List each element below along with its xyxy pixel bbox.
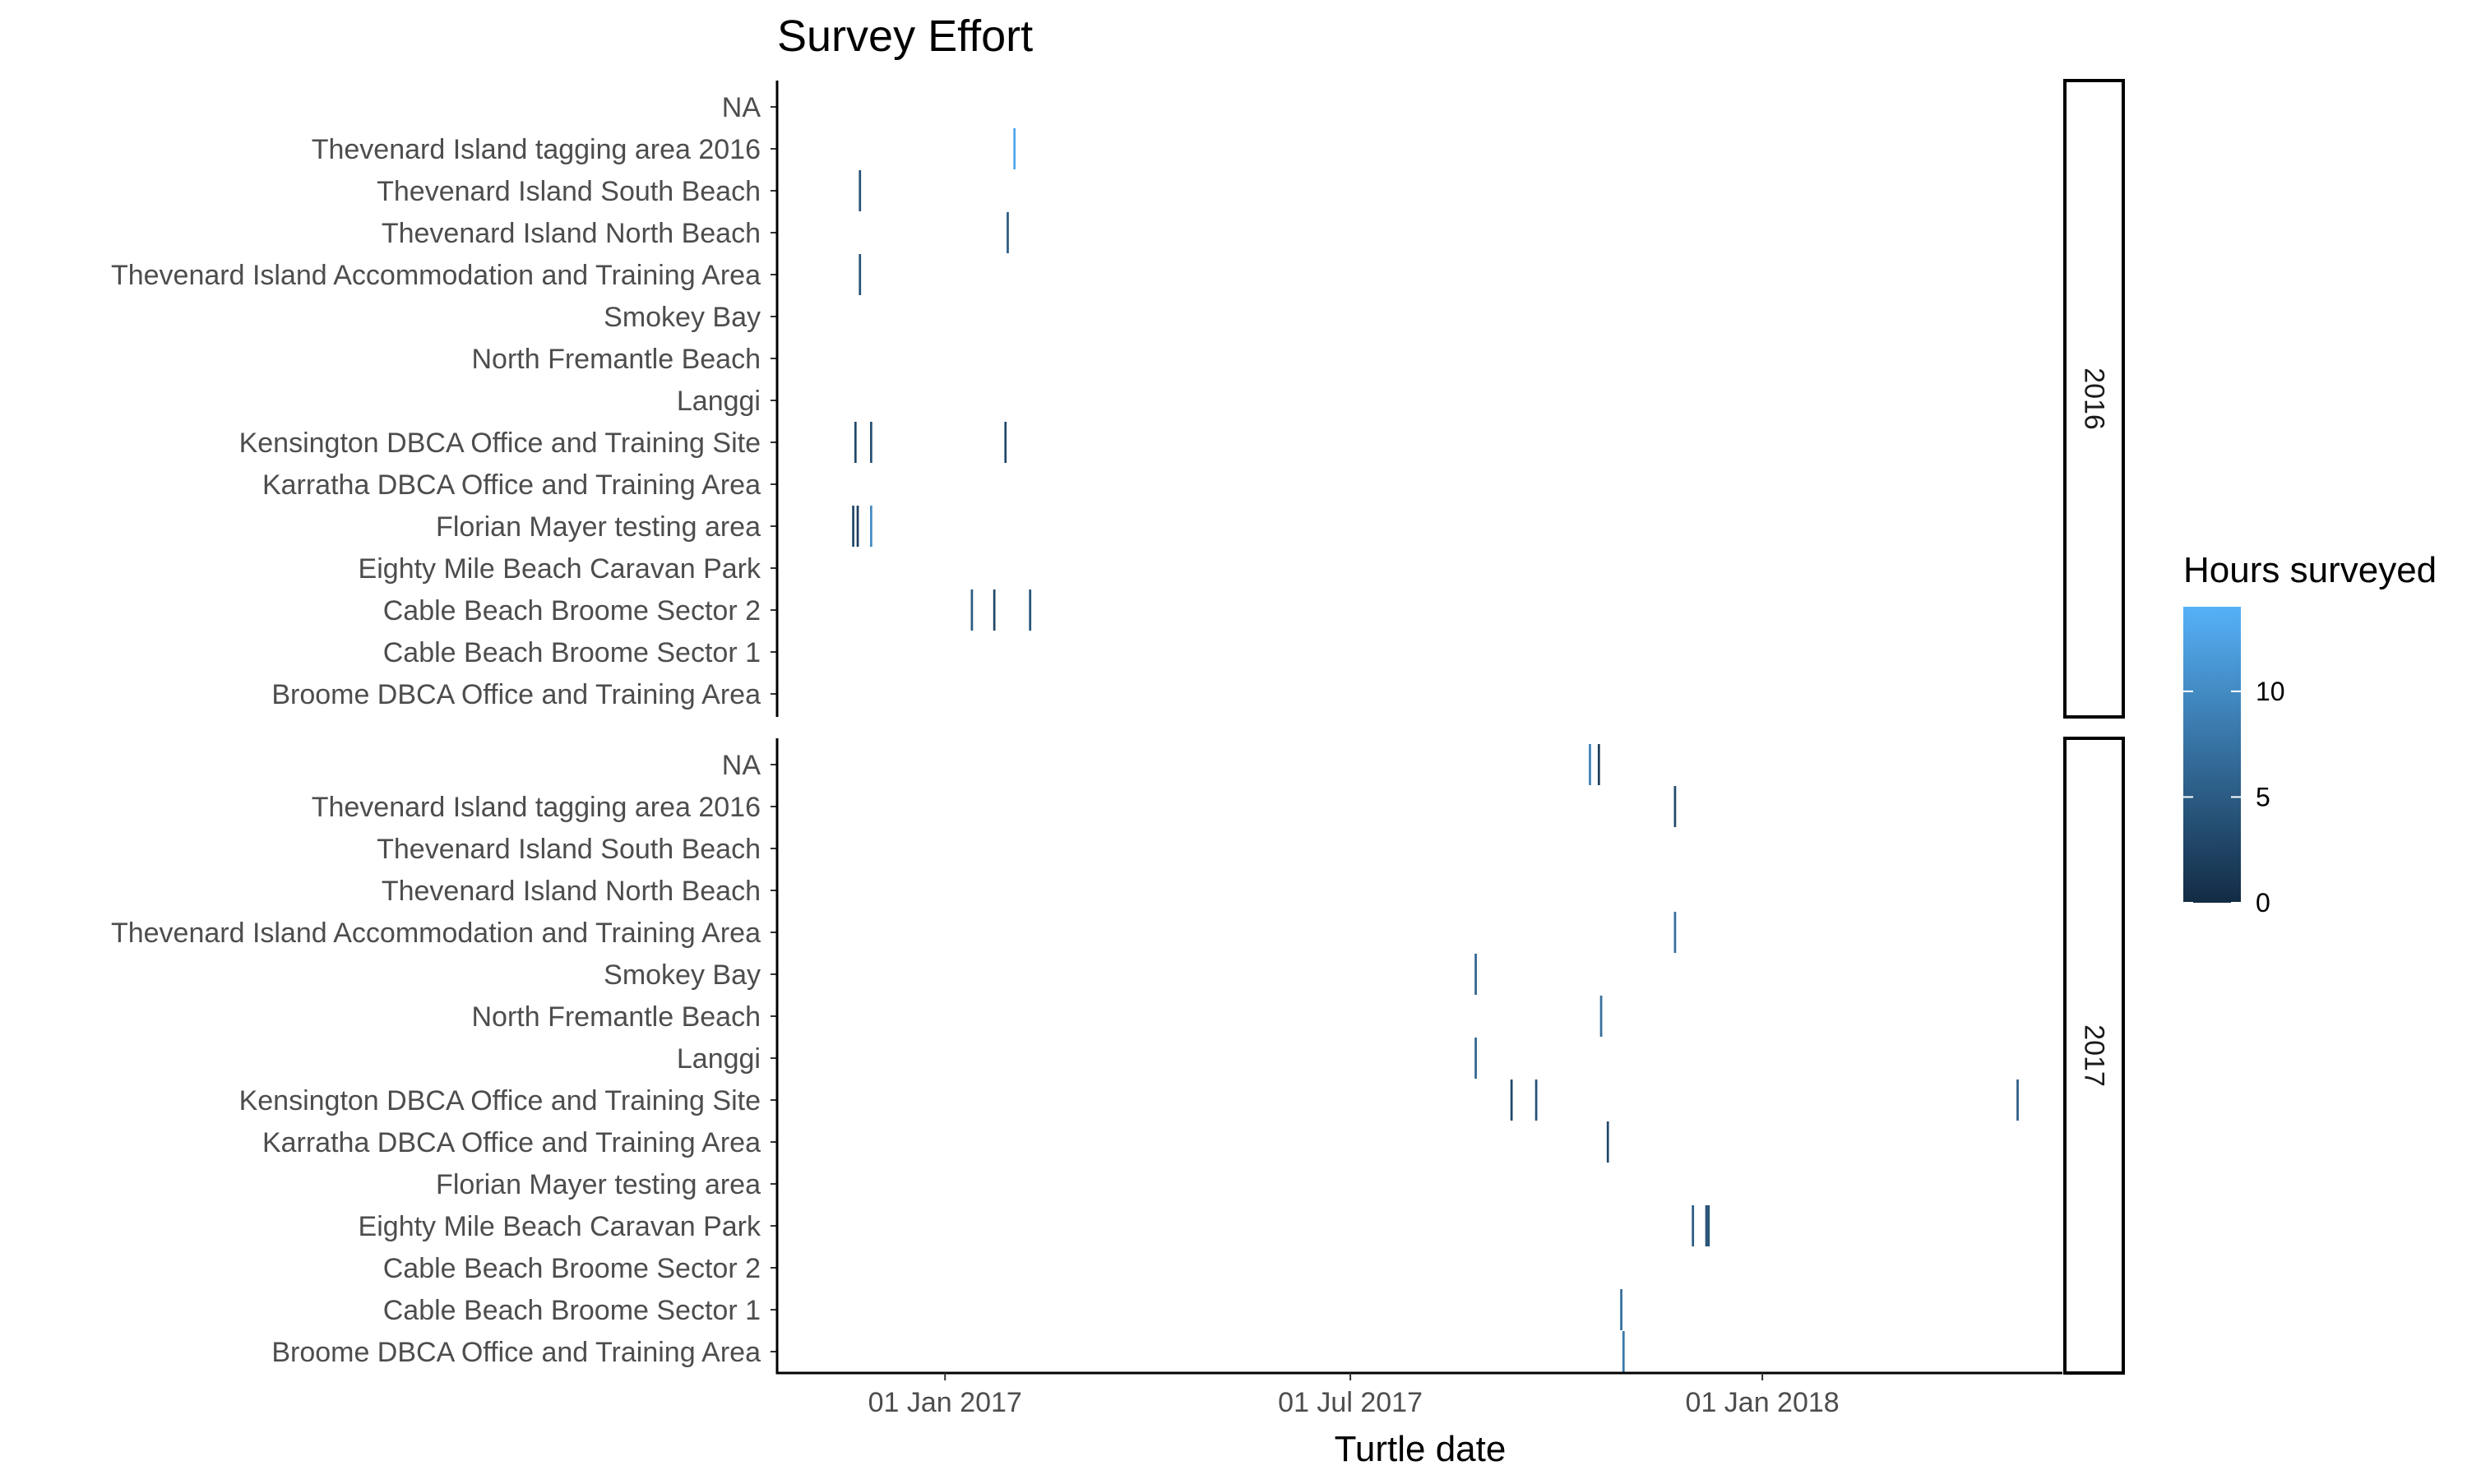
y-tick-label: Thevenard Island North Beach — [382, 218, 761, 249]
survey-tile — [1673, 786, 1677, 827]
legend-tick-label: 10 — [2256, 677, 2285, 706]
y-tick-label: Cable Beach Broome Sector 1 — [383, 637, 761, 668]
x-tick-label: 01 Jan 2018 — [1686, 1387, 1840, 1418]
facet-strip — [2063, 79, 2125, 719]
survey-tile — [1589, 744, 1591, 785]
survey-tile — [852, 506, 854, 547]
survey-tile — [856, 506, 859, 547]
y-tick-label: Thevenard Island Accommodation and Train… — [111, 260, 761, 291]
y-tick-label: North Fremantle Beach — [472, 344, 761, 375]
facet-strip — [2063, 737, 2125, 1375]
survey-tile — [1004, 422, 1007, 463]
y-tick-label: Thevenard Island tagging area 2016 — [312, 792, 761, 823]
y-tick-label: Langgi — [677, 386, 761, 417]
x-axis: 01 Jan 2017 01 Jul 2017 01 Jan 2018 — [868, 1373, 1840, 1418]
survey-tile — [1474, 1038, 1477, 1079]
survey-tile — [1534, 1079, 1538, 1121]
facet-strip-label: 2017 — [2079, 1024, 2110, 1087]
facet-panel-2016: NA Thevenard Island tagging area 2016 Thev… — [111, 79, 2125, 719]
survey-tile — [993, 589, 996, 631]
y-tick-label: Cable Beach Broome Sector 2 — [383, 1253, 761, 1284]
survey-tile — [2016, 1079, 2019, 1121]
survey-tile — [1692, 1205, 1695, 1246]
survey-tile — [1029, 589, 1032, 631]
survey-tile — [854, 422, 857, 463]
survey-tile — [1606, 1121, 1609, 1163]
survey-tile — [859, 170, 862, 211]
y-tick-label: Smokey Bay — [604, 302, 761, 333]
survey-tile — [970, 589, 974, 631]
survey-tile — [1597, 744, 1600, 785]
survey-tile — [1705, 1205, 1708, 1246]
y-tick-label: Cable Beach Broome Sector 2 — [383, 595, 761, 626]
y-tick-label: Florian Mayer testing area — [436, 1169, 761, 1200]
y-tick-label: Thevenard Island South Beach — [377, 176, 761, 207]
x-tick-label: 01 Jan 2017 — [868, 1387, 1022, 1418]
y-tick-label: Cable Beach Broome Sector 1 — [383, 1295, 761, 1326]
y-tick-label: Thevenard Island North Beach — [382, 876, 761, 907]
survey-tile — [1622, 1331, 1625, 1372]
y-tick-label: NA — [722, 750, 761, 781]
chart-title: Survey Effort — [777, 12, 1033, 61]
facet-panel-2017: NA Thevenard Island tagging area 2016 Thev… — [111, 737, 2125, 1375]
survey-tile — [1673, 912, 1677, 953]
y-tick-label: Smokey Bay — [604, 959, 761, 991]
color-legend: Hours surveyed 0 5 10 — [2183, 550, 2437, 918]
facet-panels: NA Thevenard Island tagging area 2016 Thev… — [111, 79, 2125, 1375]
survey-tile — [1620, 1289, 1622, 1330]
y-tick-label: Langgi — [677, 1043, 761, 1075]
y-tick-label: Thevenard Island Accommodation and Train… — [111, 918, 761, 949]
y-tick-label: Broome DBCA Office and Training Area — [271, 1337, 761, 1368]
y-tick-label: NA — [722, 92, 761, 123]
legend-color-bar — [2183, 607, 2241, 903]
survey-tile — [859, 254, 862, 295]
y-tick-label: Eighty Mile Beach Caravan Park — [359, 553, 761, 585]
survey-tile — [1013, 128, 1016, 169]
survey-tile — [870, 506, 872, 547]
survey-tile — [1474, 954, 1477, 995]
y-tick-label: North Fremantle Beach — [472, 1001, 761, 1033]
survey-tile — [1707, 1205, 1710, 1246]
y-tick-label: Kensington DBCA Office and Training Site — [239, 1085, 761, 1116]
legend-title: Hours surveyed — [2183, 550, 2437, 590]
x-axis-title: Turtle date — [1335, 1429, 1507, 1469]
survey-tile — [870, 422, 872, 463]
y-tick-label: Kensington DBCA Office and Training Site — [239, 428, 761, 459]
y-tick-label: Thevenard Island South Beach — [377, 834, 761, 865]
survey-tile — [1007, 212, 1009, 253]
facet-strip-label: 2016 — [2079, 368, 2110, 430]
y-tick-label: Eighty Mile Beach Caravan Park — [359, 1211, 761, 1242]
y-tick-label: Florian Mayer testing area — [436, 511, 761, 543]
y-tick-label: Karratha DBCA Office and Training Area — [262, 469, 761, 501]
y-tick-label: Karratha DBCA Office and Training Area — [262, 1127, 761, 1158]
y-tick-label: Broome DBCA Office and Training Area — [271, 679, 761, 710]
survey-tile — [1599, 996, 1603, 1037]
legend-tick-label: 5 — [2256, 782, 2270, 811]
legend-tick-label: 0 — [2256, 888, 2270, 918]
y-tick-label: Thevenard Island tagging area 2016 — [312, 134, 761, 165]
x-tick-label: 01 Jul 2017 — [1278, 1387, 1423, 1418]
survey-tile — [1510, 1079, 1513, 1121]
